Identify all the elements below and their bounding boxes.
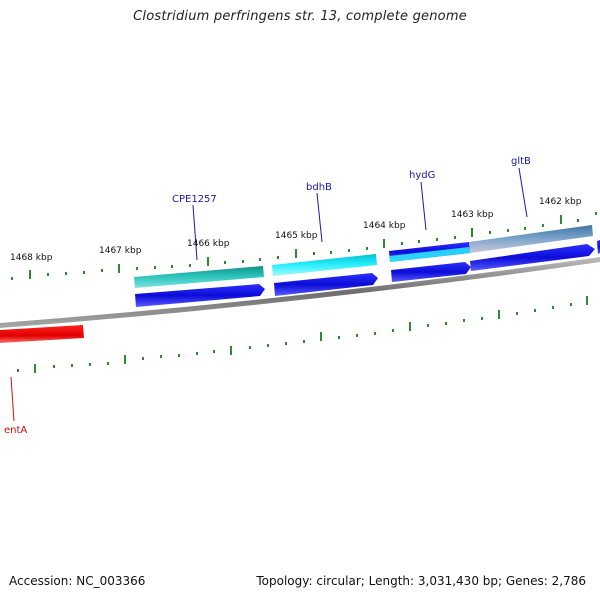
leader-bdhB [316,192,323,243]
gene-label-gltB[interactable]: gltB [511,156,531,167]
gene-arrow-4[interactable] [470,244,595,271]
tick-label-1466: 1466 kbp [187,239,230,249]
tick-label-1463: 1463 kbp [451,210,494,220]
outer-ticks [11,212,597,280]
genome-summary: Topology: circular; Length: 3,031,430 bp… [256,574,586,588]
tick-label-1464: 1464 kbp [363,221,406,231]
gene-arrow-5[interactable] [597,240,600,254]
gene-gltB-outer[interactable] [469,225,593,253]
tick-label-1462: 1462 kbp [539,197,582,207]
gene-arrow-3[interactable] [391,262,471,282]
leader-entA [10,376,15,422]
gene-arrow-2[interactable] [274,273,378,296]
gene-label-cpe1257[interactable]: CPE1257 [172,194,217,205]
inner-ticks [17,296,588,373]
gene-entA[interactable] [0,325,84,343]
leader-hydG [420,181,427,231]
tick-label-1467: 1467 kbp [99,246,142,256]
gene-hydG-outer-cyan [389,247,470,262]
gene-arrow-1[interactable] [135,284,265,307]
leader-cpe1257 [192,204,198,261]
gene-bdhB-outer[interactable] [272,254,377,276]
tick-label-1465: 1465 kbp [275,231,318,241]
gene-label-bdhB[interactable]: bdhB [306,182,332,193]
accession-label: Accession: NC_003366 [9,574,146,588]
gene-cpe1257-outer[interactable] [134,266,264,288]
genome-backbone [0,257,600,328]
tick-label-1468: 1468 kbp [10,253,53,263]
gene-label-entA[interactable]: entA [4,425,27,436]
gene-label-hydG[interactable]: hydG [409,170,435,181]
map-title: Clostridium perfringens str. 13, complet… [133,9,467,24]
leader-gltB [518,167,528,218]
